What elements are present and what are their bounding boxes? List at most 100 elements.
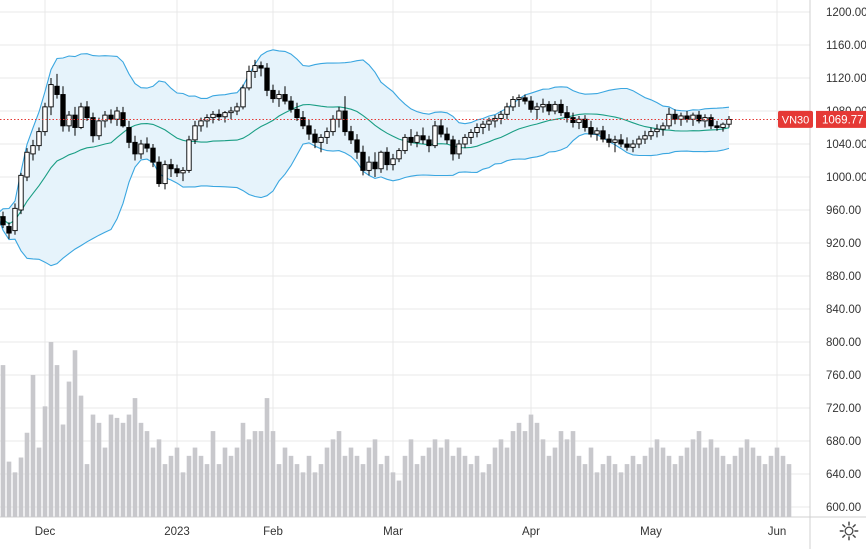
candle-body: [588, 127, 594, 135]
candle-body: [480, 123, 486, 128]
volume-bar: [654, 439, 660, 517]
candle-body: [558, 103, 564, 114]
candle-body: [234, 106, 240, 112]
x-tick-label: Mar: [383, 526, 403, 538]
y-tick-label: 1000.00: [826, 172, 866, 184]
volume-bar: [366, 447, 372, 517]
volume-bar: [696, 431, 702, 517]
volume-bar: [690, 439, 696, 517]
volume-bar: [636, 464, 642, 517]
volume-bar: [726, 464, 732, 517]
y-tick-label: 640.00: [826, 469, 861, 481]
volume-bar: [426, 447, 432, 517]
candle-body: [450, 139, 456, 155]
candle-body: [360, 151, 366, 171]
volume-bar: [774, 447, 780, 517]
candle-body: [624, 143, 630, 148]
candle-body: [330, 118, 336, 133]
volume-bar: [12, 472, 18, 517]
gear-icon[interactable]: [838, 520, 860, 542]
volume-bar: [198, 455, 204, 517]
y-tick-label: 1200.00: [826, 7, 866, 19]
candle-body: [546, 103, 552, 112]
candle-body: [366, 161, 372, 171]
volume-bar: [666, 455, 672, 517]
candle-body: [414, 135, 420, 143]
volume-bar: [228, 455, 234, 517]
candle-body: [168, 164, 174, 170]
volume-bar: [534, 422, 540, 517]
volume-bar: [408, 439, 414, 517]
candle-body: [252, 65, 258, 72]
candle-body: [126, 127, 132, 143]
candle-body: [228, 110, 234, 114]
volume-bar: [768, 455, 774, 517]
candle-body: [6, 226, 12, 234]
moving-average-line: [0, 103, 730, 225]
candle-body: [132, 141, 138, 155]
volume-bar: [672, 464, 678, 517]
volume-bar: [552, 447, 558, 517]
candle-body: [96, 120, 102, 137]
volume-bar: [96, 422, 102, 517]
volume-bar: [642, 455, 648, 517]
volume-bar: [720, 455, 726, 517]
volume-bar: [738, 447, 744, 517]
candle-body: [708, 117, 714, 127]
y-tick-label: 600.00: [826, 502, 861, 514]
candle-body: [342, 110, 348, 133]
volume-bar: [420, 455, 426, 517]
candle-body: [516, 97, 522, 100]
y-tick-label: 840.00: [826, 304, 861, 316]
y-tick-label: 920.00: [826, 238, 861, 250]
volume-bar: [126, 414, 132, 517]
candle-body: [90, 117, 96, 137]
candle-body: [384, 151, 390, 166]
volume-bar: [684, 447, 690, 517]
y-tick-label: 1160.00: [826, 40, 866, 52]
volume-bar: [402, 455, 408, 517]
volume-bar: [258, 431, 264, 517]
volume-bar: [90, 414, 96, 517]
candle-body: [378, 151, 384, 170]
volume-bar: [276, 464, 282, 517]
candle-body: [150, 147, 156, 163]
volume-bar: [162, 464, 168, 517]
x-tick-label: May: [640, 526, 662, 538]
volume-series: [0, 342, 792, 517]
volume-bar: [462, 455, 468, 517]
volume-bar: [252, 431, 258, 517]
volume-bar: [204, 464, 210, 517]
volume-bar: [180, 472, 186, 517]
candle-body: [138, 143, 144, 155]
candle-body: [198, 120, 204, 127]
volume-bar: [582, 464, 588, 517]
candle-body: [654, 128, 660, 133]
candle-body: [606, 138, 612, 143]
candle-body: [420, 135, 426, 141]
volume-bar: [150, 447, 156, 517]
volume-bar: [594, 472, 600, 517]
volume-bar: [708, 439, 714, 517]
candle-body: [306, 125, 312, 135]
volume-bar: [504, 447, 510, 517]
volume-bar: [678, 455, 684, 517]
x-tick-label: 2023: [164, 526, 190, 538]
x-tick-label: Jun: [768, 526, 787, 538]
y-tick-label: 680.00: [826, 436, 861, 448]
candle-body: [618, 139, 624, 145]
volume-bar: [0, 365, 6, 517]
candle-body: [540, 103, 546, 108]
volume-bar: [306, 455, 312, 517]
candle-body: [192, 125, 198, 141]
volume-bar: [174, 447, 180, 517]
candle-body: [678, 115, 684, 120]
candle-body: [66, 114, 72, 127]
candle-body: [630, 143, 636, 148]
candle-body: [666, 113, 672, 127]
volume-bar: [456, 447, 462, 517]
x-tick-label: Feb: [263, 526, 283, 538]
volume-bar: [606, 455, 612, 517]
volume-bar: [156, 439, 162, 517]
